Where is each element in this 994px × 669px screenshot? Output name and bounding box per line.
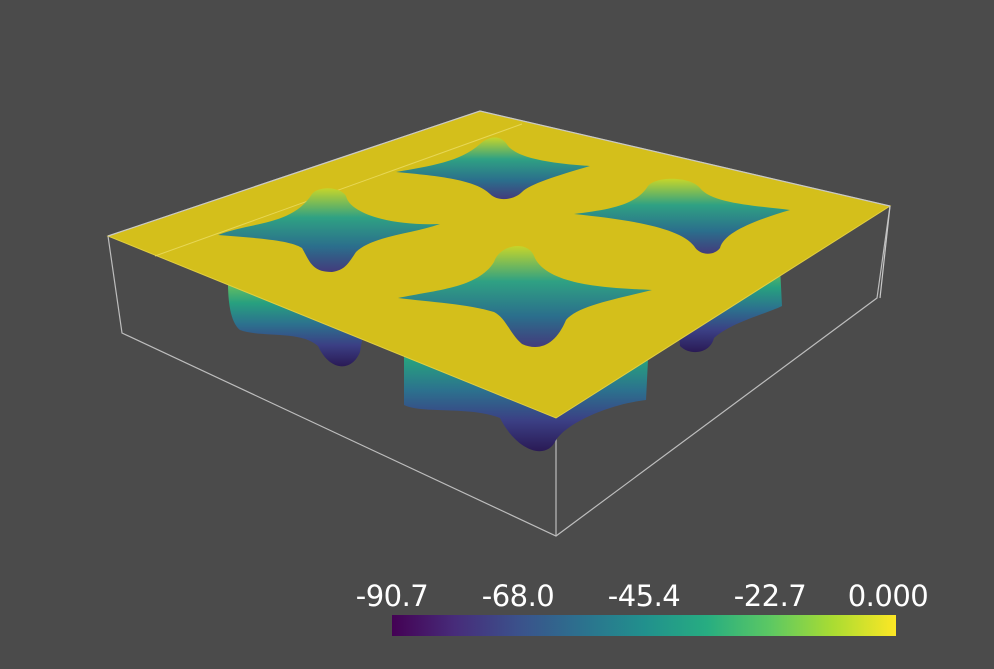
colorbar-tick-label: -90.7 — [355, 579, 429, 613]
colorbar-legend: -90.7 -68.0 -45.4 -22.7 0.000 — [356, 578, 929, 636]
colorbar-tick-label: -45.4 — [607, 579, 681, 613]
bounding-box-top-edges — [107, 110, 891, 299]
colorbar-tick-label: -22.7 — [733, 579, 807, 613]
hole-right — [574, 178, 790, 254]
hole-center — [398, 245, 652, 347]
colorbar-tick-label: -68.0 — [481, 579, 555, 613]
colorbar-gradient — [392, 615, 896, 636]
colorbar-tick-label: 0.000 — [847, 579, 929, 613]
hole-left — [218, 188, 440, 272]
hole-top — [396, 137, 590, 200]
